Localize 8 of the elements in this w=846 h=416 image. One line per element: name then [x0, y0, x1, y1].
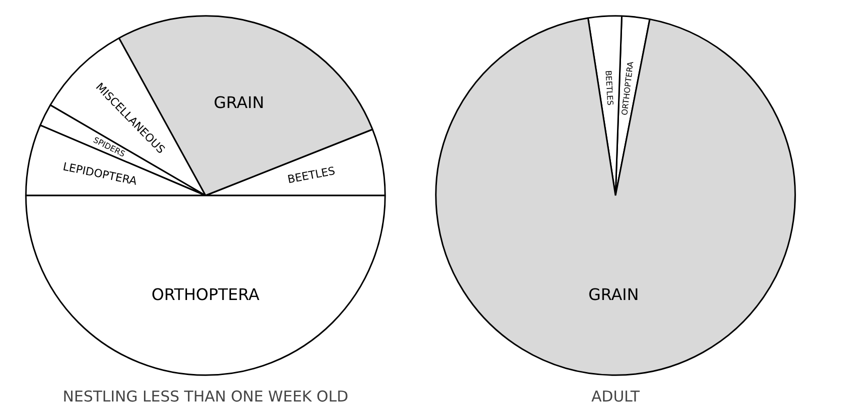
- slice-label: BEETLES: [604, 70, 615, 106]
- text: ADULT: [591, 388, 640, 406]
- slice-label: ORTHOPTERA: [152, 284, 260, 304]
- slice-label: BEETLES: [286, 164, 336, 186]
- text: NESTLING LESS THAN ONE WEEK OLD: [62, 388, 348, 406]
- slice-label: GRAIN: [588, 284, 639, 304]
- slice-label: ORTHOPTERA: [620, 60, 636, 116]
- slice-label: GRAIN: [214, 93, 264, 112]
